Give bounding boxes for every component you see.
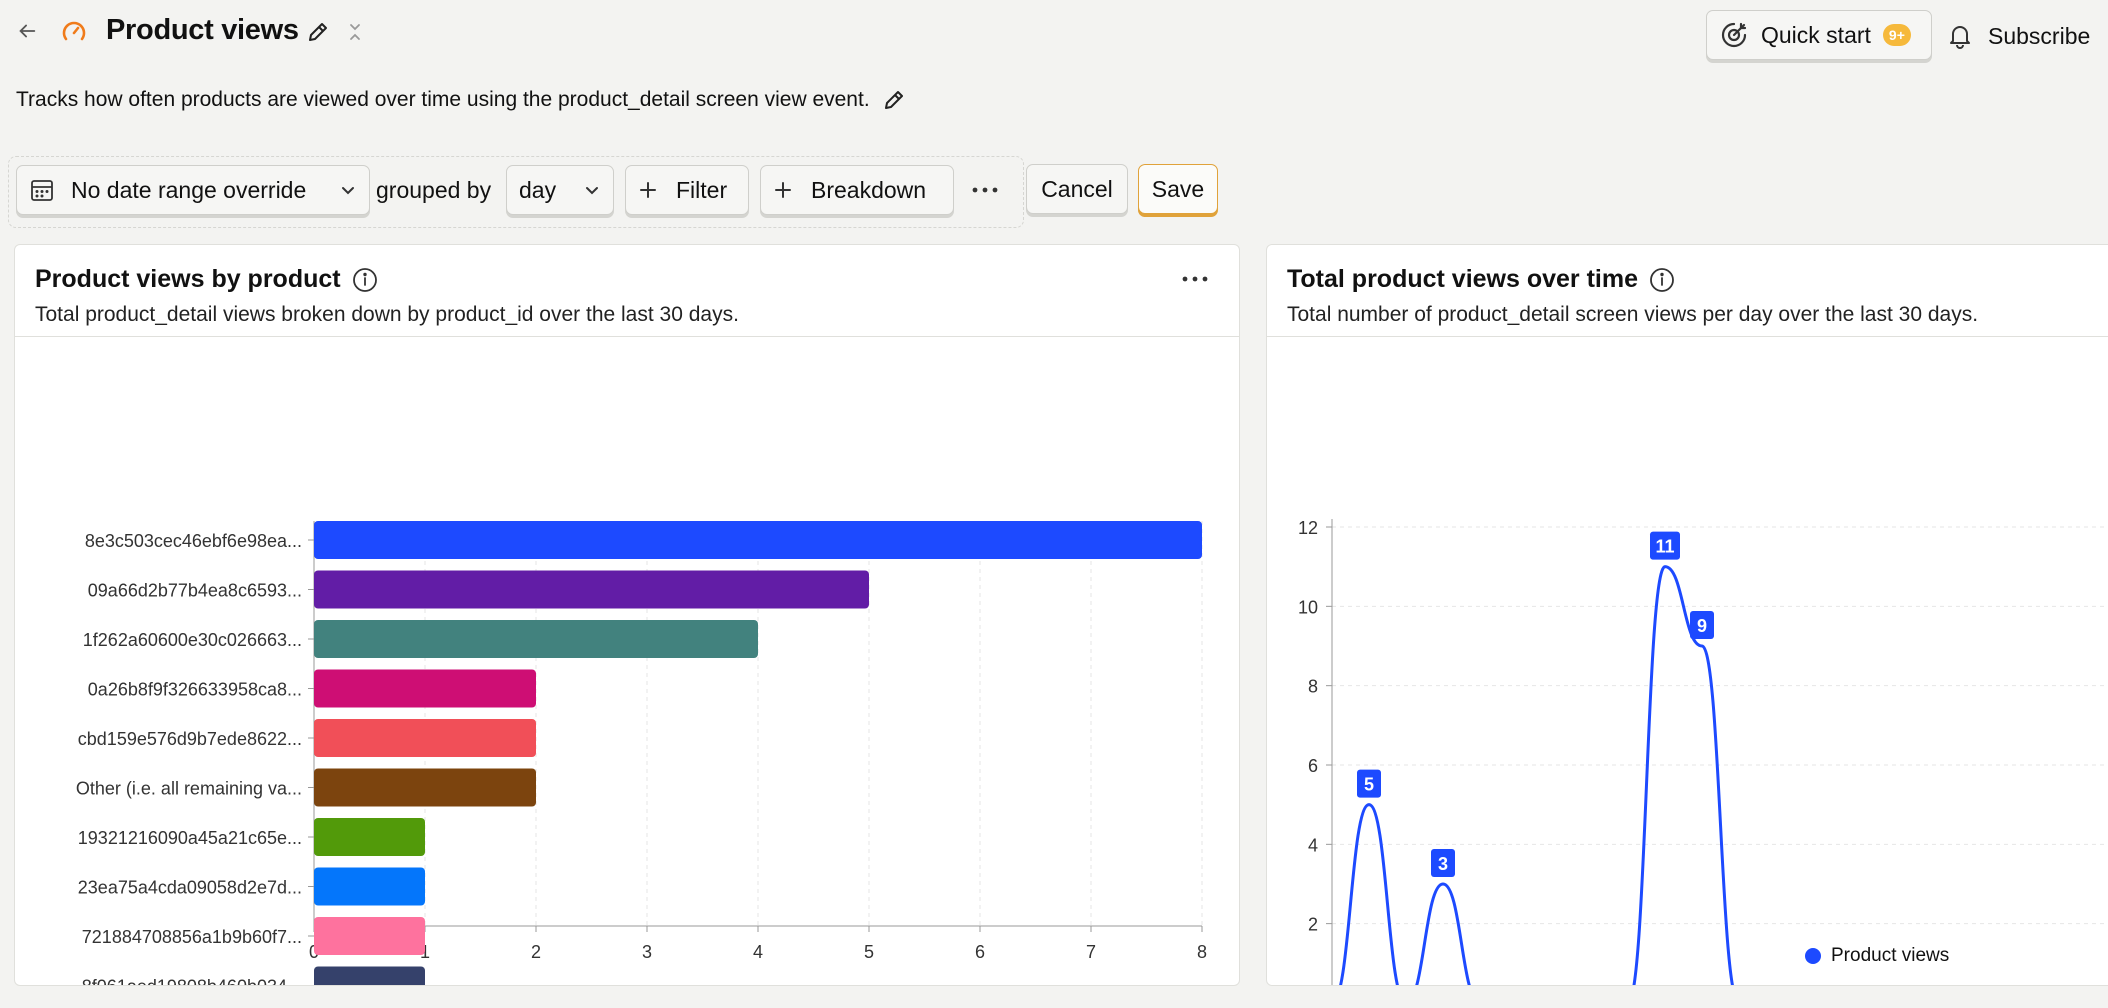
bar [314, 719, 536, 757]
dashboard-gauge-icon [62, 21, 86, 41]
chevron-down-icon [342, 187, 354, 195]
x-tick-label: 7 [1086, 942, 1096, 962]
data-label: 9 [1697, 616, 1707, 636]
x-tick-label: 3 [642, 942, 652, 962]
category-label: Other (i.e. all remaining va... [76, 779, 302, 799]
card-title-text: Total product views over time [1287, 265, 1639, 293]
bar [314, 867, 425, 906]
filter-label: Filter [676, 176, 728, 203]
notification-badge: 9+ [1882, 24, 1911, 46]
plus-icon [775, 182, 791, 198]
calendar-icon [31, 180, 53, 201]
x-tick-label: 8 [1197, 942, 1207, 962]
date-range-value: No date range override [71, 176, 307, 203]
quick-start-label: Quick start [1761, 21, 1871, 48]
description-text: Tracks how often products are viewed ove… [16, 88, 870, 111]
category-label: cbd159e576d9b7ede8622... [78, 729, 302, 749]
card-header: Product views by product Total product_d… [15, 245, 1239, 337]
card-subtitle: Total product_detail views broken down b… [35, 303, 739, 326]
save-button[interactable]: Save [1138, 164, 1218, 214]
card-title: Total product views over time [1287, 265, 1676, 294]
data-label: 3 [1438, 854, 1448, 874]
date-range-select[interactable]: No date range override [16, 165, 370, 215]
x-tick-label: 6 [975, 942, 985, 962]
category-label: 8f061aed19808b460b034... [82, 977, 302, 987]
grouped-by-label: grouped by [376, 177, 492, 203]
category-label: 19321216090a45a21c65e... [78, 828, 302, 848]
bar [314, 768, 536, 807]
subscribe-button[interactable]: Subscribe [1946, 18, 2090, 54]
y-tick-label: 12 [1298, 518, 1318, 538]
series-line [1339, 565, 1735, 985]
card-header: Total product views over time Total numb… [1267, 245, 2108, 337]
legend-dot [1805, 948, 1821, 964]
line-chart-card: Total product views over time Total numb… [1266, 244, 2108, 986]
edit-pencil-icon[interactable] [306, 20, 330, 44]
filter-button[interactable]: Filter [625, 165, 749, 215]
card-subtitle: Total number of product_detail screen vi… [1287, 303, 1979, 326]
category-label: 23ea75a4cda09058d2e7d... [78, 878, 302, 898]
insight-description: Tracks how often products are viewed ove… [16, 88, 906, 112]
edit-pencil-icon[interactable] [882, 88, 906, 112]
breakdown-button[interactable]: Breakdown [760, 165, 954, 215]
category-label: 0a26b8f9f326633958ca8... [88, 680, 302, 700]
data-label-box [1690, 611, 1714, 639]
line-chart: 024681012Jul 21Jul 24Jul 27Jul 30Aug 2Au… [1298, 518, 2108, 985]
data-label-box [1431, 849, 1455, 877]
collapse-icon[interactable] [345, 20, 365, 44]
y-tick-label: 8 [1308, 677, 1318, 697]
page-title: Product views [106, 14, 299, 46]
x-tick-label: 0 [309, 942, 319, 962]
data-label-box [1357, 769, 1381, 798]
data-label: 5 [1364, 775, 1374, 795]
y-tick-label: 2 [1308, 915, 1318, 935]
back-arrow-icon[interactable] [16, 20, 38, 42]
filters-toolbar: No date range override grouped by day Fi… [8, 156, 1024, 228]
bell-icon [1950, 26, 1970, 49]
y-tick-label: 4 [1308, 835, 1318, 855]
info-icon[interactable] [1648, 266, 1676, 294]
bar [314, 966, 425, 985]
breakdown-label: Breakdown [811, 176, 927, 203]
more-options-icon[interactable] [964, 175, 1006, 205]
data-label-box [1650, 531, 1680, 560]
bar-chart: 0 1 2 3 4 5 6 7 8 8e3c503cec46ebf6e98ea... 09a66d2… [76, 521, 1207, 987]
data-label: 11 [1655, 537, 1674, 557]
card-title-text: Product views by product [35, 265, 341, 293]
bar [314, 669, 536, 708]
bar [314, 917, 425, 955]
y-tick-label: 10 [1298, 597, 1318, 617]
quick-start-icon [1721, 22, 1747, 48]
interval-select[interactable]: day [506, 165, 614, 215]
category-label: 8e3c503cec46ebf6e98ea... [85, 531, 302, 551]
bar [314, 818, 425, 856]
bar [314, 620, 758, 658]
x-tick-label: 5 [864, 942, 874, 962]
category-label: 721884708856a1b9b60f7... [82, 927, 302, 947]
bar-chart-card: Product views by product Total product_d… [14, 244, 1240, 986]
cancel-button[interactable]: Cancel [1026, 164, 1128, 214]
bar [314, 521, 1202, 559]
x-tick-label: 1 [420, 942, 430, 962]
subscribe-label: Subscribe [1988, 22, 2091, 49]
bar [314, 570, 869, 609]
category-label: 1f262a60600e30c026663... [83, 630, 302, 650]
interval-value: day [519, 176, 557, 203]
category-label: 09a66d2b77b4ea8c6593... [88, 581, 302, 601]
y-tick-label: 6 [1308, 756, 1318, 776]
page-header: Product views Quick start 9+ Subscribe [0, 0, 2108, 70]
plus-icon [640, 182, 656, 198]
x-tick-label: 2 [531, 942, 541, 962]
card-title: Product views by product [35, 265, 379, 294]
x-tick-label: 4 [753, 942, 763, 962]
chevron-down-icon [586, 187, 598, 195]
chart-legend: Product views [1805, 945, 1949, 967]
info-icon[interactable] [351, 266, 379, 294]
legend-label: Product views [1831, 945, 1950, 966]
quick-start-button[interactable]: Quick start 9+ [1706, 10, 1932, 60]
more-options-icon[interactable] [1177, 267, 1213, 291]
